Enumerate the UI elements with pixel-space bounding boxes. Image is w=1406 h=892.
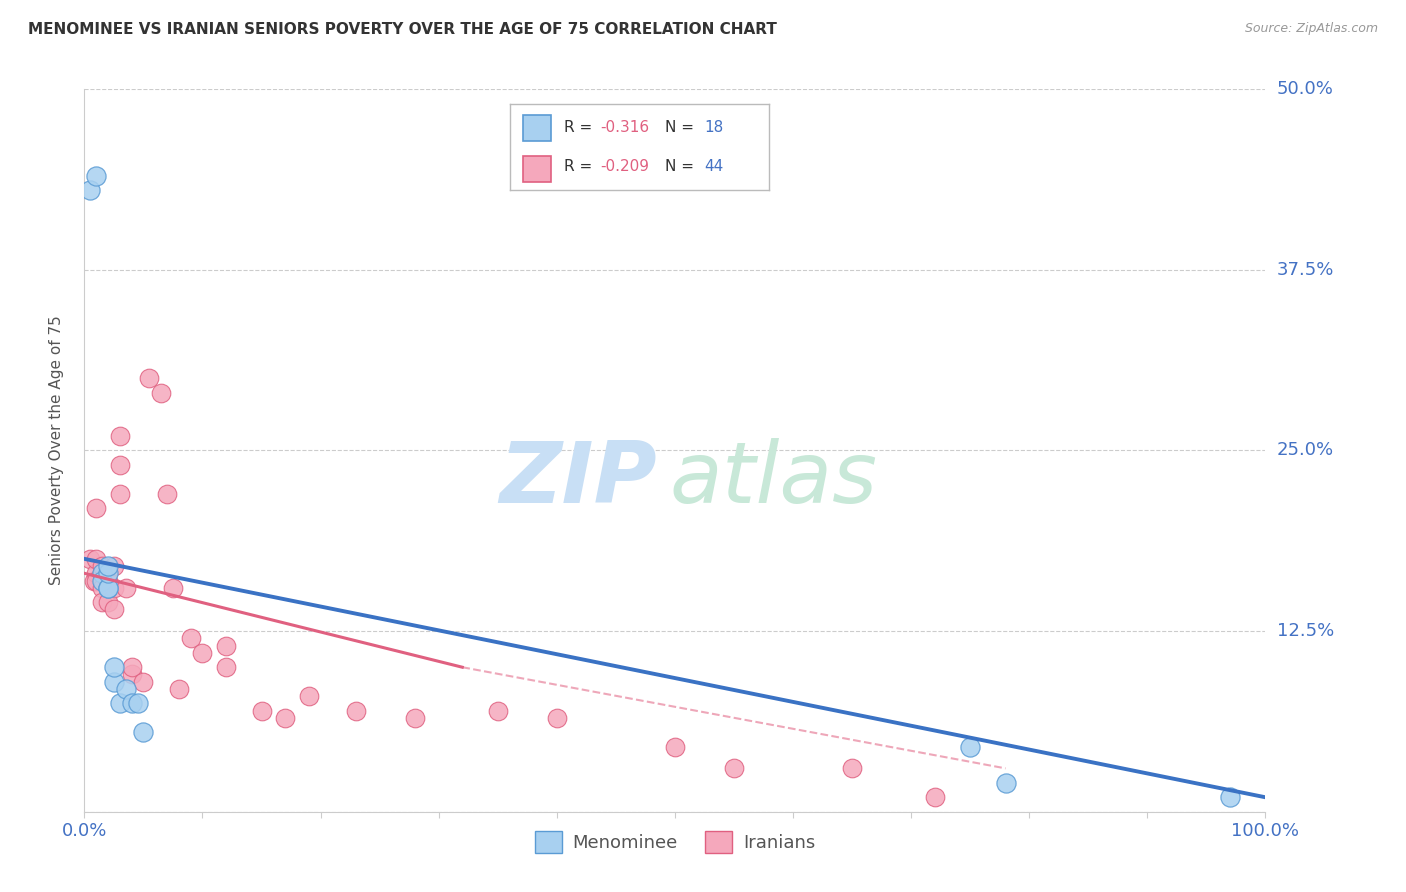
Point <box>103 674 125 689</box>
Point <box>103 602 125 616</box>
Point <box>215 639 238 653</box>
Point <box>664 739 686 754</box>
Point <box>121 667 143 681</box>
Y-axis label: Seniors Poverty Over the Age of 75: Seniors Poverty Over the Age of 75 <box>49 316 63 585</box>
Point <box>91 566 114 581</box>
Point <box>108 696 131 710</box>
Point <box>84 566 107 581</box>
Point <box>108 458 131 472</box>
Point <box>156 487 179 501</box>
Point <box>83 574 105 588</box>
Point <box>127 696 149 710</box>
Text: Source: ZipAtlas.com: Source: ZipAtlas.com <box>1244 22 1378 36</box>
Point <box>84 551 107 566</box>
Text: ZIP: ZIP <box>499 438 657 521</box>
Point <box>138 371 160 385</box>
Point <box>84 574 107 588</box>
Point <box>91 581 114 595</box>
Point <box>79 183 101 197</box>
Point <box>486 704 509 718</box>
Point <box>79 551 101 566</box>
Point <box>114 681 136 696</box>
Point <box>1219 790 1241 805</box>
Point <box>959 739 981 754</box>
Point <box>97 595 120 609</box>
Point <box>841 761 863 775</box>
Point <box>994 776 1017 790</box>
Point <box>97 566 120 581</box>
Text: 50.0%: 50.0% <box>1277 80 1333 98</box>
Point <box>91 574 114 588</box>
Point <box>97 581 120 595</box>
Text: MENOMINEE VS IRANIAN SENIORS POVERTY OVER THE AGE OF 75 CORRELATION CHART: MENOMINEE VS IRANIAN SENIORS POVERTY OVE… <box>28 22 778 37</box>
Point <box>167 681 190 696</box>
Point <box>132 725 155 739</box>
Point <box>404 711 426 725</box>
Point <box>84 169 107 183</box>
Point <box>103 660 125 674</box>
Point <box>162 581 184 595</box>
Point <box>103 559 125 574</box>
Text: 25.0%: 25.0% <box>1277 442 1334 459</box>
Point <box>97 559 120 574</box>
Text: atlas: atlas <box>669 438 877 521</box>
Point <box>546 711 568 725</box>
Point <box>97 581 120 595</box>
Point <box>298 689 321 703</box>
Point <box>121 696 143 710</box>
Point <box>97 581 120 595</box>
Point <box>108 429 131 443</box>
Point <box>121 660 143 674</box>
Text: 37.5%: 37.5% <box>1277 260 1334 279</box>
Text: 12.5%: 12.5% <box>1277 622 1334 640</box>
Point <box>344 704 367 718</box>
Point <box>274 711 297 725</box>
Point <box>114 581 136 595</box>
Point <box>108 487 131 501</box>
Point <box>91 559 114 574</box>
Point <box>180 632 202 646</box>
Point <box>924 790 946 805</box>
Point <box>191 646 214 660</box>
Legend: Menominee, Iranians: Menominee, Iranians <box>527 824 823 861</box>
Point <box>91 566 114 581</box>
Point <box>132 674 155 689</box>
Point <box>250 704 273 718</box>
Point <box>91 595 114 609</box>
Point <box>215 660 238 674</box>
Point <box>84 501 107 516</box>
Point <box>97 574 120 588</box>
Point <box>723 761 745 775</box>
Point <box>103 581 125 595</box>
Point <box>150 385 173 400</box>
Point <box>97 566 120 581</box>
